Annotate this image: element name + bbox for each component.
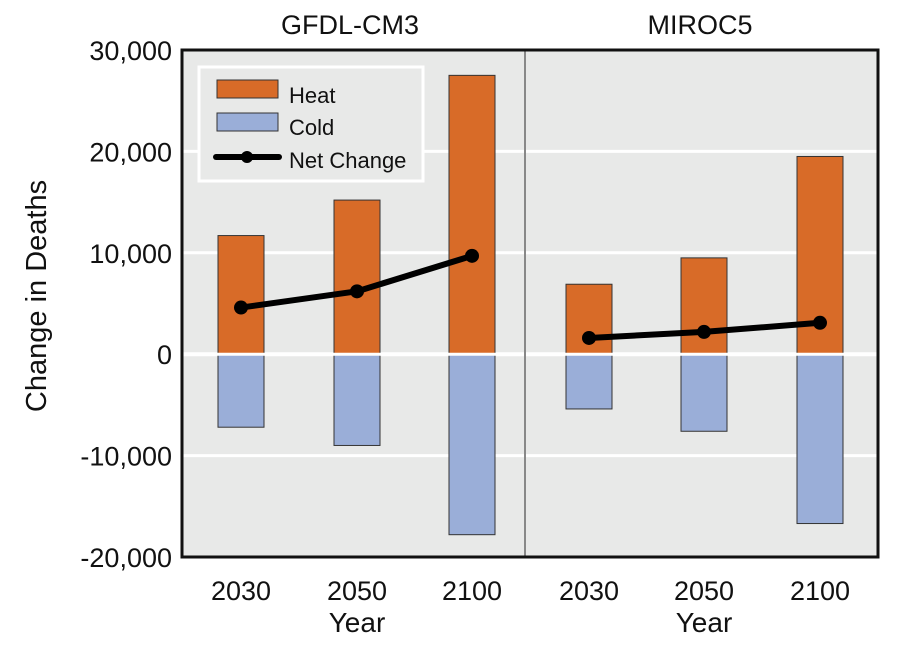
- heat-bar: [333, 199, 381, 355]
- heat-bar: [448, 74, 496, 355]
- x-tick-label: 2050: [327, 576, 387, 606]
- x-tick-label: 2030: [211, 576, 271, 606]
- y-tick-label: -20,000: [80, 543, 172, 573]
- x-axis-label-left: Year: [329, 607, 386, 638]
- y-tick-label: -10,000: [80, 442, 172, 472]
- y-tick-label: 10,000: [89, 239, 172, 269]
- x-tick-label: 2050: [674, 576, 734, 606]
- x-tick-label: 2100: [442, 576, 502, 606]
- y-tick-label: 0: [157, 340, 172, 370]
- cold-bar: [217, 353, 265, 428]
- cold-bar: [333, 353, 381, 446]
- panel-title-miroc: MIROC5: [647, 10, 752, 40]
- legend-cold-swatch: [216, 112, 279, 132]
- x-tick-label: 2100: [790, 576, 850, 606]
- plot-frame: [180, 48, 880, 559]
- panel-title-gfdl: GFDL-CM3: [281, 10, 419, 40]
- y-tick-label: 30,000: [89, 36, 172, 66]
- net-change-point: [582, 330, 596, 345]
- x-axis-label-right: Year: [676, 607, 733, 638]
- cold-bar: [796, 353, 844, 525]
- cold-bar: [565, 353, 613, 410]
- net-change-point: [697, 324, 711, 339]
- net-change-point: [350, 284, 364, 299]
- net-change-point: [234, 300, 248, 315]
- legend-net-marker: [241, 151, 253, 163]
- legend-cold-label: Cold: [289, 115, 334, 140]
- net-change-point: [465, 248, 479, 263]
- legend: Heat Cold Net Change: [197, 65, 425, 183]
- legend-heat-swatch: [216, 79, 279, 99]
- cold-bar: [680, 353, 728, 432]
- legend-net-label: Net Change: [289, 148, 406, 173]
- heat-bar: [680, 257, 728, 355]
- y-axis-label: Change in Deaths: [21, 180, 53, 412]
- legend-heat-label: Heat: [289, 83, 335, 108]
- net-change-point: [813, 315, 827, 330]
- cold-bar: [448, 353, 496, 536]
- x-tick-label: 2030: [559, 576, 619, 606]
- y-tick-label: 20,000: [89, 137, 172, 167]
- heat-bar: [217, 235, 265, 355]
